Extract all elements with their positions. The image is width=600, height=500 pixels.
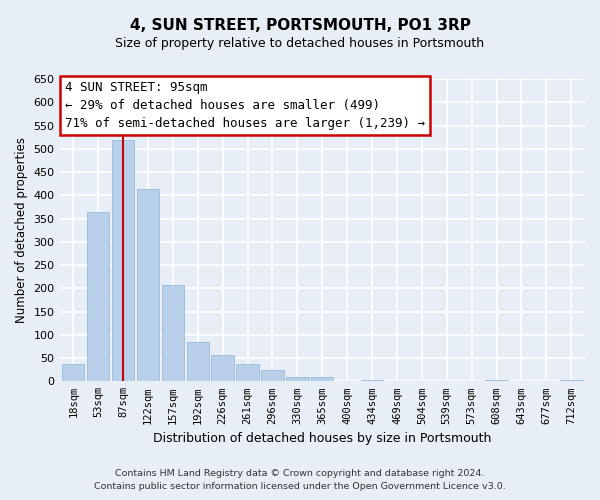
- Bar: [137, 189, 159, 382]
- Bar: [187, 342, 209, 382]
- Text: Size of property relative to detached houses in Portsmouth: Size of property relative to detached ho…: [115, 38, 485, 51]
- Bar: [161, 285, 184, 382]
- Bar: [560, 380, 583, 382]
- Bar: [311, 376, 334, 382]
- Bar: [286, 376, 308, 382]
- Bar: [62, 364, 85, 382]
- Bar: [236, 364, 259, 382]
- Text: Contains HM Land Registry data © Crown copyright and database right 2024.
Contai: Contains HM Land Registry data © Crown c…: [94, 469, 506, 491]
- X-axis label: Distribution of detached houses by size in Portsmouth: Distribution of detached houses by size …: [153, 432, 491, 445]
- Text: 4 SUN STREET: 95sqm
← 29% of detached houses are smaller (499)
71% of semi-detac: 4 SUN STREET: 95sqm ← 29% of detached ho…: [65, 80, 425, 130]
- Y-axis label: Number of detached properties: Number of detached properties: [15, 137, 28, 323]
- Bar: [112, 140, 134, 382]
- Bar: [261, 370, 284, 382]
- Bar: [361, 380, 383, 382]
- Bar: [87, 212, 109, 382]
- Text: 4, SUN STREET, PORTSMOUTH, PO1 3RP: 4, SUN STREET, PORTSMOUTH, PO1 3RP: [130, 18, 470, 32]
- Bar: [485, 380, 508, 382]
- Bar: [211, 356, 234, 382]
